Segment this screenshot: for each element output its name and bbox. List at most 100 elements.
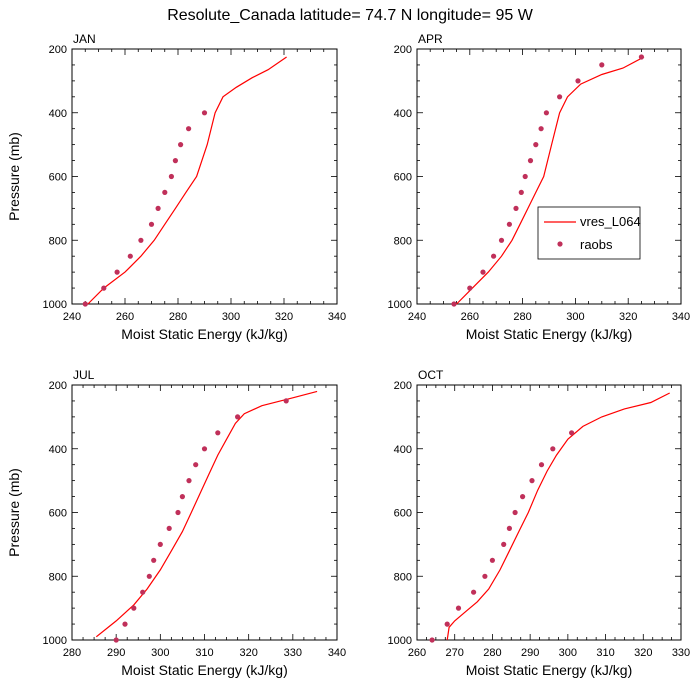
y-tick-label: 400	[394, 108, 412, 120]
raobs-point	[533, 142, 539, 148]
x-tick-label: 300	[566, 311, 584, 323]
y-tick-label: 800	[49, 235, 67, 247]
series-line-vres-l064	[456, 56, 645, 305]
x-tick-label: 240	[408, 311, 426, 323]
y-tick-label: 800	[49, 571, 67, 583]
plot-frame-jan	[71, 48, 338, 305]
raobs-point	[538, 462, 545, 468]
y-tick-label: 200	[394, 44, 412, 56]
panel-title-apr: APR	[418, 32, 443, 46]
panel-title-jan: JAN	[73, 32, 96, 46]
raobs-point	[522, 173, 528, 180]
raobs-point	[471, 589, 477, 595]
series-line-vres-l064	[87, 56, 287, 305]
x-tick-label: 270	[446, 647, 464, 659]
raobs-point	[569, 430, 575, 436]
x-tick-label: 280	[513, 311, 531, 323]
panel-title-oct: OCT	[418, 368, 444, 382]
y-tick-label: 800	[394, 571, 412, 583]
raobs-point	[155, 205, 161, 211]
x-axis-label: Moist Static Energy (kJ/kg)	[121, 662, 288, 678]
legend-model-label: vres_L064	[580, 214, 641, 229]
raobs-point	[557, 94, 563, 100]
raobs-point	[186, 126, 192, 132]
x-tick-label: 330	[672, 647, 690, 659]
raobs-point	[168, 173, 174, 180]
raobs-point	[162, 189, 168, 195]
x-tick-label: 260	[116, 311, 134, 323]
panels-container: 240 260 280 300 320 340 200 400 600 800 1000 JAN Moi…	[6, 32, 690, 678]
raobs-point	[498, 237, 505, 243]
raobs-point	[138, 237, 144, 243]
raobs-point	[122, 621, 128, 627]
y-tick-label: 400	[49, 108, 67, 120]
raobs-point	[101, 285, 107, 291]
raobs-point	[444, 621, 450, 627]
x-tick-label: 260	[461, 311, 479, 323]
raobs-point	[429, 637, 435, 643]
series-line-vres-l064	[446, 392, 670, 641]
raobs-point	[178, 142, 184, 148]
y-tick-label: 600	[394, 172, 412, 184]
x-tick-label: 260	[408, 647, 426, 659]
raobs-point	[201, 446, 208, 452]
panel-oct: 260 270 280 290 300 310 320 330 200 400 600 800 1000…	[388, 368, 691, 678]
x-tick-label: 300	[151, 647, 169, 659]
raobs-point	[529, 478, 535, 484]
x-tick-label: 240	[63, 311, 81, 323]
y-tick-label: 400	[49, 444, 67, 456]
raobs-point	[235, 414, 241, 420]
raobs-point	[114, 269, 120, 275]
x-tick-label: 280	[483, 647, 501, 659]
x-tick-label: 280	[169, 311, 187, 323]
legend: vres_L064 raobs	[537, 206, 641, 260]
x-tick-label: 300	[222, 311, 240, 323]
plot-frame-jul	[71, 384, 338, 641]
raobs-point	[451, 301, 457, 307]
raobs-point	[501, 541, 507, 548]
legend-obs-marker	[557, 241, 563, 247]
panel-jan: 240 260 280 300 320 340 200 400 600 800 1000 JAN Moi…	[6, 32, 346, 342]
y-tick-label: 600	[49, 172, 67, 184]
raobs-point	[543, 110, 550, 116]
x-tick-label: 300	[559, 647, 577, 659]
plot-frame-apr	[416, 48, 682, 305]
raobs-point	[550, 446, 556, 452]
raobs-point	[489, 557, 495, 563]
figure-title: Resolute_Canada latitude= 74.7 N longitu…	[167, 7, 533, 24]
y-tick-label: 1000	[43, 635, 67, 647]
legend-box	[537, 206, 641, 260]
raobs-point	[140, 589, 146, 595]
x-axis-label: Moist Static Energy (kJ/kg)	[466, 662, 633, 678]
raobs-point	[512, 509, 518, 516]
raobs-point	[193, 462, 199, 468]
x-tick-label: 280	[63, 647, 81, 659]
x-tick-label: 310	[195, 647, 213, 659]
y-tick-label: 600	[49, 508, 67, 520]
raobs-point	[131, 605, 137, 611]
y-tick-label: 1000	[388, 299, 412, 311]
raobs-point	[480, 269, 486, 275]
raobs-point	[148, 221, 155, 227]
raobs-point	[638, 54, 645, 60]
raobs-point	[186, 478, 192, 484]
y-axis-label: Pressure (mb)	[6, 468, 22, 557]
legend-obs-label: raobs	[580, 237, 613, 252]
raobs-point	[179, 494, 185, 500]
raobs-point	[175, 509, 181, 516]
x-tick-label: 320	[634, 647, 652, 659]
raobs-point	[491, 253, 497, 259]
raobs-point	[151, 557, 157, 563]
raobs-point	[166, 525, 172, 532]
x-tick-label: 310	[596, 647, 614, 659]
raobs-point	[599, 62, 605, 68]
series-line-vres-l064	[95, 390, 318, 638]
y-tick-label: 400	[394, 444, 412, 456]
y-tick-label: 200	[49, 380, 67, 392]
x-tick-label: 340	[672, 311, 690, 323]
x-axis-label: Moist Static Energy (kJ/kg)	[466, 326, 633, 342]
raobs-point	[482, 573, 488, 579]
y-tick-label: 1000	[43, 299, 67, 311]
raobs-point	[283, 398, 289, 404]
raobs-point	[467, 285, 473, 291]
